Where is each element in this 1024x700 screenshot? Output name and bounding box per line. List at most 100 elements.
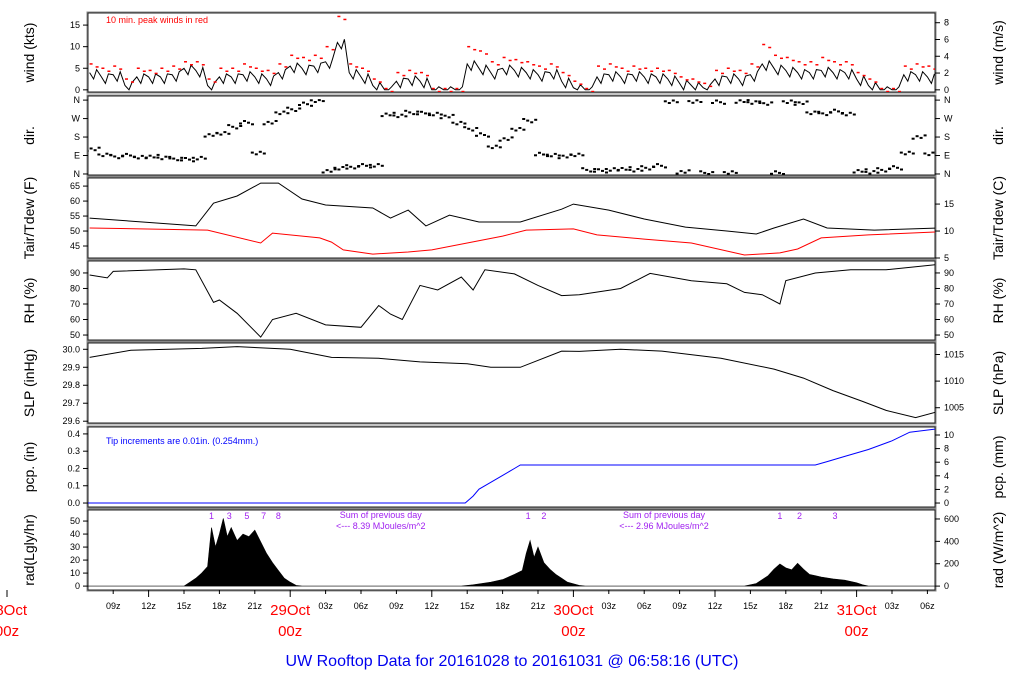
y-tick-label-right: N (944, 169, 951, 179)
wind-direction-point (888, 167, 891, 170)
x-tick-label: 03z (885, 601, 900, 611)
wind-direction-point (876, 167, 880, 170)
wind-direction-point (227, 132, 231, 135)
y-tick-label-left: W (72, 114, 81, 124)
y-tick-label-right: 15 (944, 199, 954, 209)
x-tick-label: 12z (708, 601, 723, 611)
wind-direction-point (160, 158, 164, 161)
wind-direction-point (483, 134, 486, 136)
wind-direction-point (129, 154, 132, 157)
wind-direction-point (148, 154, 152, 157)
wind-direction-point (435, 111, 439, 114)
panel-frame (87, 426, 936, 508)
y-tick-label-right: 400 (944, 536, 959, 546)
wind-direction-point (927, 154, 931, 157)
wind-direction-point (774, 170, 777, 173)
y-axis-label-left: Tair/Tdew (F) (21, 177, 37, 259)
y-tick-label-left: 29.9 (62, 362, 80, 372)
wind-direction-point (408, 111, 412, 114)
panel-frame (87, 342, 936, 424)
y-tick-label-left: 29.8 (62, 380, 80, 390)
wind-direction-point (675, 172, 679, 175)
y-tick-label-left: 0.4 (67, 429, 80, 439)
wind-direction-point (262, 123, 266, 126)
panel-frame (87, 95, 936, 176)
wind-direction-point (707, 173, 711, 175)
sea-level-pressure-line (89, 346, 935, 419)
x-tick-label: 18z (495, 601, 510, 611)
wind-direction-point (758, 102, 762, 104)
y-tick-label-left: 45 (70, 241, 80, 251)
wind-direction-point (844, 114, 848, 117)
wind-direction-point (184, 157, 187, 159)
wind-direction-point (475, 134, 478, 137)
radiation-marker: 2 (541, 511, 546, 521)
panel-frame (86, 508, 937, 592)
y-tick-label-left: 29.6 (62, 416, 80, 426)
x-tick-label: 03z (318, 601, 333, 611)
plot-area (88, 518, 935, 587)
wind-direction-point (593, 168, 597, 170)
wind-direction-point (896, 166, 899, 169)
wind-direction-point (605, 171, 608, 174)
wind-direction-point (388, 114, 392, 117)
y-tick-label-right: 600 (944, 514, 959, 524)
wind-direction-point (372, 165, 376, 168)
wind-direction-point (132, 155, 136, 158)
y-tick-label-left: 40 (70, 529, 80, 539)
x-tick-label: 15z (460, 601, 475, 611)
wind-direction-point (538, 151, 541, 154)
y-tick-label-left: 65 (70, 181, 80, 191)
wind-direction-point (770, 101, 774, 104)
x-tick-label: 21z (531, 601, 546, 611)
y-tick-label-left: 60 (70, 196, 80, 206)
y-axis-label-right: rad (W/m^2) (990, 512, 1006, 589)
wind-direction-point (530, 121, 534, 124)
wind-direction-point (451, 113, 455, 116)
wind-direction-point (298, 107, 302, 110)
wind-direction-point (793, 101, 797, 104)
y-tick-label-right: 8 (944, 18, 949, 28)
wind-direction-point (734, 101, 738, 104)
wind-direction-point (534, 154, 537, 157)
wind-direction-point (821, 112, 825, 115)
wind-direction-point (306, 103, 309, 106)
x-tick-label: 21z (814, 601, 829, 611)
wind-direction-point (663, 100, 667, 103)
wind-direction-point (628, 166, 632, 169)
wind-direction-point (317, 99, 321, 102)
wind-direction-point (695, 99, 699, 102)
x-tick-label: 12z (425, 601, 440, 611)
wind-direction-point (593, 170, 596, 173)
x-tick-label: 15z (177, 601, 192, 611)
panel-rad: rad(Lgly/hr) rad (W/m^2) 0 10 20 30 40 50 0 200 40… (21, 508, 1006, 592)
daily-sum-label: Sum of previous day (623, 510, 706, 520)
tip-increment-note: Tip increments are 0.01in. (0.254mm.) (106, 436, 258, 446)
wind-direction-point (915, 135, 919, 138)
wind-direction-point (140, 154, 144, 157)
radiation-marker: 3 (832, 511, 837, 521)
wind-direction-point (247, 121, 250, 124)
wind-direction-point (608, 169, 612, 172)
y-tick-label-left: 50 (70, 330, 80, 340)
wind-direction-point (868, 172, 872, 175)
wind-direction-point (679, 170, 683, 173)
wind-direction-point (97, 153, 101, 156)
day-label: 29Oct (270, 602, 311, 619)
wind-direction-point (203, 135, 207, 138)
wind-direction-point (856, 169, 860, 172)
wind-direction-point (746, 101, 750, 104)
wind-direction-point (89, 147, 93, 150)
day-label: 31Oct (837, 602, 878, 619)
wind-direction-point (589, 170, 593, 173)
plot-area (88, 99, 935, 175)
y-tick-label-right: 1005 (944, 403, 964, 413)
wind-direction-point (404, 109, 408, 112)
wind-direction-point (506, 138, 510, 141)
x-tick-label: 09z (389, 601, 404, 611)
wind-direction-point (219, 133, 223, 136)
wind-direction-point (782, 173, 785, 175)
wind-direction-point (805, 111, 809, 114)
y-tick-label-left: 50 (70, 516, 80, 526)
panel-slp: SLP (inHg) SLP (hPa) 29.6 29.7 29.8 29.9 30.0 1… (21, 341, 1006, 426)
